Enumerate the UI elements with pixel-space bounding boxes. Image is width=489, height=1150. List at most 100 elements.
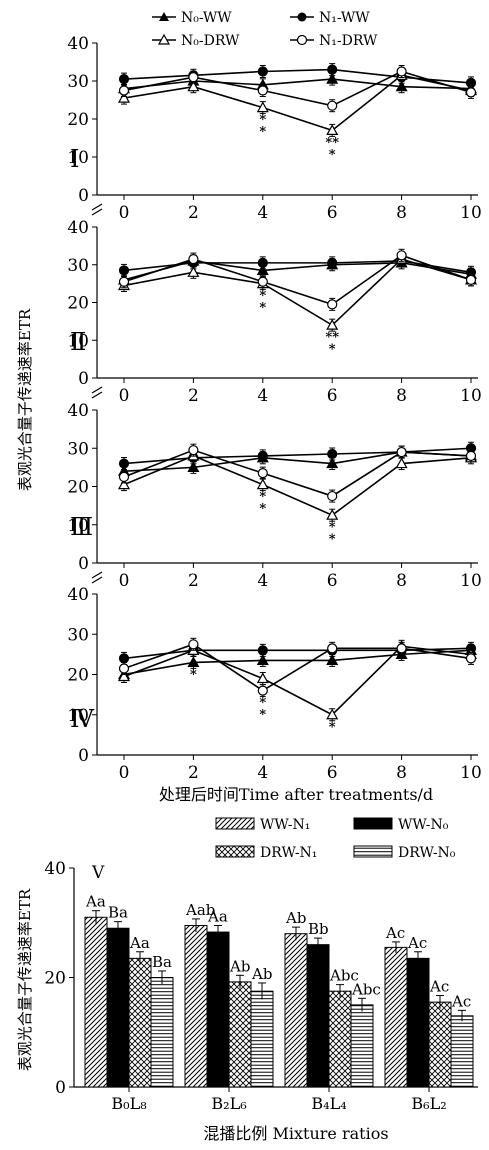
bar-significance-label: Abc xyxy=(329,967,359,985)
x-tick-label: 0 xyxy=(119,386,130,406)
x-tick-label: 10 xyxy=(460,203,482,223)
data-point-circle xyxy=(396,250,407,261)
bar-legend-label-drw-n0: DRW-N₀ xyxy=(398,845,456,861)
data-point-triangle xyxy=(187,80,200,92)
legend-item-n1-drw: N₁-DRW xyxy=(290,33,378,49)
significance-star: ** xyxy=(325,330,339,345)
bar xyxy=(84,916,108,1088)
data-point-circle xyxy=(257,685,268,696)
data-point-circle xyxy=(118,653,130,664)
y-tick-label: 40 xyxy=(67,401,89,421)
data-point-circle xyxy=(257,468,268,479)
bar xyxy=(350,1004,374,1088)
legend-label-n0-ww: N₀-WW xyxy=(181,10,232,26)
bar-significance-label: Ba xyxy=(108,904,128,922)
y-tick-label: 20 xyxy=(67,666,89,686)
y-tick-label: 20 xyxy=(67,110,89,130)
data-point-circle xyxy=(257,645,268,656)
data-point-circle xyxy=(465,274,477,285)
data-point-triangle xyxy=(256,478,269,490)
series-line-3 xyxy=(123,645,472,716)
bar-significance-label: Aab xyxy=(185,901,215,919)
significance-star: * xyxy=(329,147,336,162)
bar-significance-label: Ab xyxy=(251,965,272,983)
data-point-circle xyxy=(327,448,338,460)
series-line-3 xyxy=(123,455,472,517)
data-point-circle xyxy=(118,276,130,287)
bar-category-label: B₆L₂ xyxy=(411,1094,446,1113)
data-point-triangle xyxy=(326,654,339,666)
data-point-circle xyxy=(188,72,199,83)
x-tick-label: 0 xyxy=(119,203,130,223)
significance-star: * xyxy=(259,113,266,128)
y-tick-label: 20 xyxy=(67,478,89,498)
significance-star: * xyxy=(259,502,266,517)
axis-break-mark xyxy=(91,203,103,216)
data-point-triangle xyxy=(117,670,131,682)
x-tick-label: 4 xyxy=(257,203,268,223)
bar-legend-item-ww-n0: WW-N₀ xyxy=(353,817,449,833)
bar xyxy=(306,944,330,1088)
y-tick-label: 10 xyxy=(67,331,89,351)
bar-significance-label: Ba xyxy=(152,953,172,971)
x-tick-label: 2 xyxy=(188,203,199,223)
x-tick-label: 8 xyxy=(396,386,407,406)
bar-legend-item-ww-n1: WW-N₁ xyxy=(215,817,310,833)
data-point-circle xyxy=(118,85,130,96)
data-point-triangle xyxy=(187,266,200,277)
bar-significance-label: Aa xyxy=(207,907,228,925)
significance-star: * xyxy=(259,696,266,711)
significance-star: * xyxy=(259,490,266,505)
legend-label-n0-drw: N₀-DRW xyxy=(181,33,240,49)
series-line-2 xyxy=(123,260,472,274)
y-tick-label: 40 xyxy=(67,585,89,605)
bar-significance-label: Abc xyxy=(351,980,381,998)
data-point-triangle xyxy=(326,72,339,84)
bar xyxy=(206,931,230,1088)
data-point-triangle xyxy=(256,101,269,113)
bar xyxy=(450,1015,474,1088)
bar-legend: WW-N₁ WW-N₀ DRW-N₁ DRW-N₀ xyxy=(215,817,456,861)
bar xyxy=(328,990,352,1088)
significance-star: * xyxy=(259,125,266,140)
data-point-triangle xyxy=(395,457,408,469)
y-tick-label: 20 xyxy=(67,294,89,314)
data-point-triangle xyxy=(256,264,269,276)
significance-star: ** xyxy=(325,135,339,150)
bar-legend-label-ww-n0: WW-N₀ xyxy=(398,817,449,833)
legend-item-n1-ww: N₁-WW xyxy=(290,10,370,26)
bar-x-axis-title: 混播比例 Mixture ratios xyxy=(203,1124,388,1143)
y-tick-label: 0 xyxy=(78,369,89,389)
data-point-triangle xyxy=(326,508,339,520)
panel-label: Ⅰ xyxy=(70,145,79,173)
y-tick-label: 30 xyxy=(67,625,89,645)
significance-star: * xyxy=(190,667,197,682)
data-point-circle xyxy=(118,663,130,674)
data-point-circle xyxy=(327,100,338,111)
bar-significance-label: Ac xyxy=(451,992,471,1010)
significance-star: * xyxy=(329,520,336,535)
bar-y-tick-label: 0 xyxy=(55,1078,66,1098)
x-tick-label: 0 xyxy=(119,571,130,591)
bar-legend-item-drw-n0: DRW-N₀ xyxy=(353,845,456,861)
series-line-4 xyxy=(123,70,472,107)
x-tick-label: 2 xyxy=(188,571,199,591)
x-tick-label: 8 xyxy=(396,203,407,223)
bar xyxy=(150,977,174,1088)
series-line-4 xyxy=(123,643,472,692)
bar xyxy=(128,957,152,1088)
bar-category-label: B₀L₈ xyxy=(111,1094,146,1113)
y-tick-label: 30 xyxy=(67,72,89,92)
x-tick-label: 0 xyxy=(119,763,130,783)
series-line-4 xyxy=(123,254,472,306)
series-line-1 xyxy=(123,78,472,90)
